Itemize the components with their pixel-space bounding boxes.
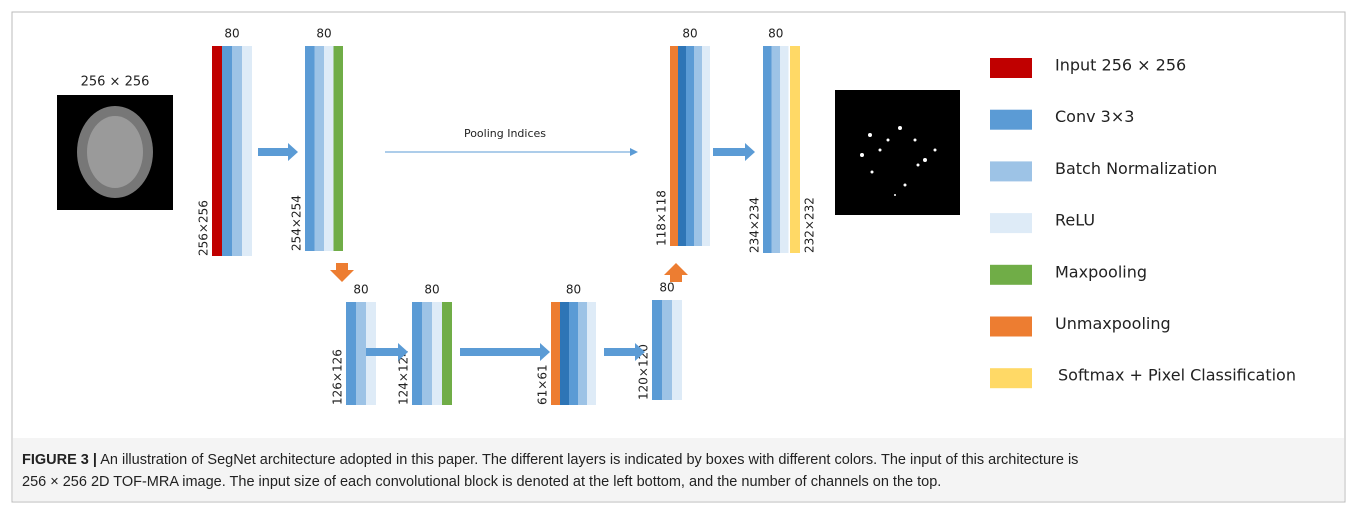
legend-label: Conv 3×3 (1055, 107, 1134, 126)
layer (702, 46, 710, 246)
output-size: 232×232 (803, 197, 817, 253)
layer (763, 46, 772, 253)
layer (569, 302, 578, 405)
legend-swatch (990, 58, 1032, 78)
size: 234×234 (748, 197, 762, 253)
layer (422, 302, 432, 405)
channels: 80 (316, 27, 331, 41)
size: 126×126 (331, 349, 345, 405)
channels: 80 (682, 27, 697, 41)
channels: 80 (353, 283, 368, 297)
caption-label: FIGURE 3 | (22, 452, 97, 468)
size: 256×256 (197, 200, 211, 256)
channels: 80 (224, 27, 239, 41)
layer (305, 46, 315, 251)
arrow-up (664, 263, 688, 282)
legend-label: Maxpooling (1055, 262, 1147, 281)
layer (670, 46, 678, 246)
legend-swatch (990, 317, 1032, 337)
size: 118×118 (655, 190, 669, 246)
layer (242, 46, 252, 256)
layer (578, 302, 587, 405)
channels: 80 (659, 281, 674, 295)
legend-swatch (990, 368, 1032, 388)
caption-line: 256 × 256 2D TOF-MRA image. The input si… (22, 474, 941, 490)
layer (694, 46, 702, 246)
layer (652, 300, 662, 400)
legend-label: Input 256 × 256 (1055, 56, 1186, 75)
legend-label: Softmax + Pixel Classification (1058, 366, 1296, 385)
layer (432, 302, 442, 405)
caption-text: An illustration of SegNet architecture a… (100, 452, 1078, 468)
legend-label: Batch Normalization (1055, 159, 1217, 178)
layer (315, 46, 325, 251)
arrow (713, 143, 755, 161)
caption-area (13, 438, 1344, 501)
arrow-down (330, 263, 354, 282)
caption-line: FIGURE 3 | An illustration of SegNet arc… (22, 452, 1078, 468)
layer (412, 302, 422, 405)
legend-swatch (990, 161, 1032, 181)
pooling-arrowhead (630, 148, 638, 156)
layer (686, 46, 694, 246)
brain-inner (87, 116, 143, 188)
figure: 256 × 256 Pooling Indices 80 256×256 80 254… (0, 0, 1358, 515)
layer (678, 46, 686, 246)
layer (232, 46, 242, 256)
legend-swatch (990, 213, 1032, 233)
legend-label: ReLU (1055, 211, 1095, 230)
layer (790, 46, 800, 253)
layer (780, 46, 789, 253)
legend-label: Unmaxpooling (1055, 314, 1171, 333)
layer (662, 300, 672, 400)
layer (356, 302, 366, 405)
layer (212, 46, 222, 256)
layer (672, 300, 682, 400)
layer (346, 302, 356, 405)
size: 61×61 (536, 364, 550, 405)
page: 256 × 256 Pooling Indices 80 256×256 80 254… (0, 0, 1358, 515)
layer (442, 302, 452, 405)
layer (222, 46, 232, 256)
size: 254×254 (290, 195, 304, 251)
output-image (835, 90, 960, 215)
channels: 80 (424, 283, 439, 297)
layer (551, 302, 560, 405)
layer (560, 302, 569, 405)
channels: 80 (768, 27, 783, 41)
arrow (258, 143, 298, 161)
layer (324, 46, 334, 251)
layer (334, 46, 344, 251)
input-label: 256 × 256 (81, 75, 150, 90)
legend-swatch (990, 265, 1032, 285)
layer (587, 302, 596, 405)
arrow (460, 343, 550, 361)
legend-swatch (990, 110, 1032, 130)
layer (772, 46, 781, 253)
pooling-label: Pooling Indices (464, 127, 546, 140)
channels: 80 (566, 283, 581, 297)
